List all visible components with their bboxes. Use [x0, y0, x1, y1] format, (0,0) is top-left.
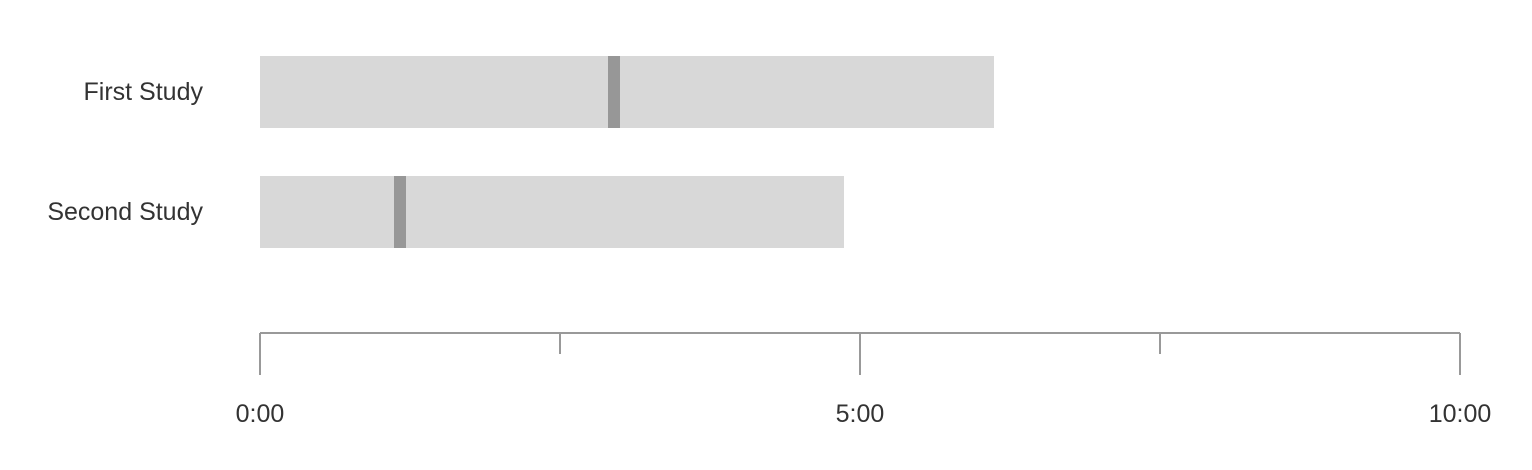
row-label-second-study: Second Study [47, 198, 203, 226]
bars-layer [260, 56, 994, 248]
x-tick-label-2: 5:00 [836, 400, 885, 428]
marker-second-study [394, 176, 406, 248]
x-tick-label-4: 10:00 [1429, 400, 1492, 428]
bar-second-study [260, 176, 844, 248]
bar-first-study [260, 56, 994, 128]
row-label-first-study: First Study [84, 78, 204, 106]
row-labels-layer: First Study Second Study [47, 78, 203, 226]
marker-first-study [608, 56, 620, 128]
x-axis: 0:00 5:00 10:00 [236, 332, 1492, 428]
x-tick-label-0: 0:00 [236, 400, 285, 428]
